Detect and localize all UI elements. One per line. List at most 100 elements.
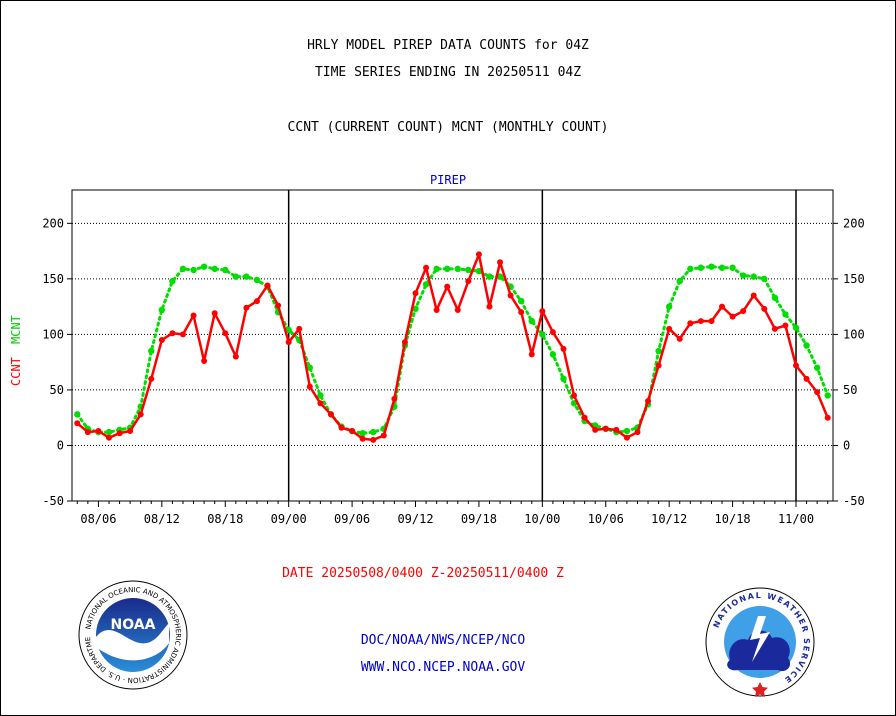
credit-website[interactable]: WWW.NCO.NCEP.NOAA.GOV <box>360 660 526 675</box>
data-point-ccnt <box>84 429 91 436</box>
data-point-ccnt <box>359 435 366 442</box>
data-point-ccnt <box>824 414 831 421</box>
y-tick-label-right: -50 <box>843 494 865 508</box>
data-point-ccnt <box>211 310 218 317</box>
data-point-mcnt <box>528 317 535 325</box>
series-layer <box>74 251 831 443</box>
data-point-ccnt <box>201 358 208 365</box>
nws-logo: NATIONAL WEATHER SERVICE <box>705 587 815 697</box>
data-point-ccnt <box>803 375 810 382</box>
data-point-ccnt <box>285 339 292 346</box>
data-point-ccnt <box>338 424 345 431</box>
data-point-ccnt <box>148 375 155 382</box>
data-point-ccnt <box>549 329 556 336</box>
y-tick-label-left: 150 <box>42 272 64 286</box>
y-tick-label-right: 150 <box>843 272 865 286</box>
data-point-mcnt <box>771 294 779 301</box>
data-point-mcnt <box>750 273 757 280</box>
data-point-ccnt <box>623 434 630 441</box>
x-tick-label: 08/06 <box>80 512 116 526</box>
data-point-ccnt <box>592 426 599 433</box>
credit-org: DOC/NOAA/NWS/NCEP/NCO <box>360 633 526 648</box>
data-point-ccnt <box>602 425 609 432</box>
data-point-ccnt <box>740 308 747 315</box>
y-tick-label-left: -50 <box>42 494 64 508</box>
data-point-mcnt <box>813 364 821 371</box>
x-tick-label: 10/06 <box>588 512 624 526</box>
data-point-mcnt <box>539 331 546 338</box>
x-tick-label: 08/18 <box>207 512 243 526</box>
y-tick-label-right: 100 <box>843 327 865 341</box>
data-point-mcnt <box>676 277 683 285</box>
data-point-mcnt <box>623 427 631 435</box>
plot-border <box>71 189 834 502</box>
data-point-mcnt <box>475 267 483 275</box>
data-point-mcnt <box>306 364 314 371</box>
data-point-mcnt <box>496 273 504 280</box>
data-point-ccnt <box>771 325 778 332</box>
chart-subtitle: TIME SERIES ENDING IN 20250511 04Z <box>314 65 582 80</box>
data-point-ccnt <box>581 414 588 421</box>
date-range-label: DATE 20250508/0400 Z-20250511/0400 Z <box>282 566 564 581</box>
data-point-ccnt <box>391 395 398 402</box>
data-point-mcnt <box>444 265 451 273</box>
data-point-ccnt <box>761 305 768 312</box>
data-point-ccnt <box>613 426 620 433</box>
data-point-ccnt <box>497 259 504 266</box>
data-point-mcnt <box>465 266 472 274</box>
data-point-ccnt <box>507 292 514 299</box>
data-point-mcnt <box>697 264 705 271</box>
y-tick-label-right: 200 <box>843 216 865 230</box>
data-point-mcnt <box>200 263 208 270</box>
data-point-mcnt <box>285 326 292 334</box>
data-point-mcnt <box>739 272 747 279</box>
data-point-ccnt <box>243 304 250 311</box>
data-point-ccnt <box>232 353 239 360</box>
data-point-mcnt <box>687 265 694 273</box>
data-point-mcnt <box>665 303 673 310</box>
data-point-ccnt <box>433 306 440 313</box>
y-tick-label-left: 0 <box>57 438 64 452</box>
series-line-mcnt <box>75 265 830 435</box>
data-point-ccnt <box>676 335 683 342</box>
data-point-ccnt <box>105 434 112 441</box>
data-point-mcnt <box>782 311 789 318</box>
data-point-ccnt <box>465 278 472 285</box>
data-point-ccnt <box>264 282 271 289</box>
data-point-mcnt <box>243 273 250 280</box>
y-axis-label-ccnt: CCNT <box>9 357 23 386</box>
data-point-mcnt <box>708 263 715 270</box>
x-tick-label: 10/12 <box>651 512 687 526</box>
data-point-mcnt <box>211 265 218 273</box>
y-tick-label-left: 50 <box>50 383 64 397</box>
axis-layer: -50 -50 0 0 50 50 100 100 150 150 200 200 08/06 08/12… <box>42 189 865 526</box>
x-tick-label: 08/12 <box>144 512 180 526</box>
data-point-mcnt <box>105 428 113 436</box>
data-point-mcnt <box>549 351 557 358</box>
data-point-mcnt <box>655 347 662 355</box>
data-point-ccnt <box>655 362 662 369</box>
x-tick-label: 09/00 <box>271 512 307 526</box>
data-point-ccnt <box>814 389 821 396</box>
data-point-mcnt <box>232 273 240 280</box>
data-point-mcnt <box>718 264 726 271</box>
data-point-ccnt <box>750 292 757 299</box>
data-point-ccnt <box>782 322 789 329</box>
data-point-mcnt <box>317 392 324 399</box>
data-point-mcnt <box>454 265 461 273</box>
noaa-logo-text: NOAA <box>111 617 156 633</box>
data-point-ccnt <box>634 429 641 436</box>
data-point-ccnt <box>190 312 197 319</box>
data-point-mcnt <box>792 324 800 331</box>
data-point-mcnt <box>412 305 419 313</box>
data-point-mcnt <box>486 273 493 280</box>
data-point-ccnt <box>380 432 387 439</box>
data-point-ccnt <box>317 400 324 407</box>
data-point-mcnt <box>359 430 366 437</box>
data-point-ccnt <box>327 411 334 418</box>
noaa-logo: NOAA NATIONAL OCEANIC AND ATMOSPHERIC AD… <box>78 580 188 690</box>
data-point-ccnt <box>253 298 260 305</box>
data-point-ccnt <box>486 303 493 310</box>
data-point-mcnt <box>74 411 81 418</box>
data-point-ccnt <box>444 283 451 290</box>
